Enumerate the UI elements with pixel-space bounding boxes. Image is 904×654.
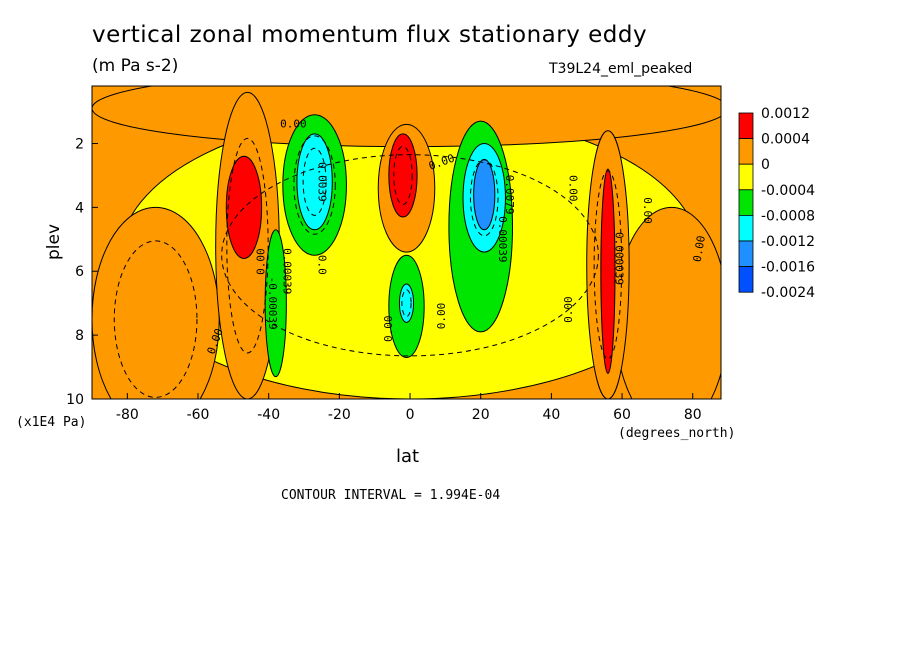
contour-label: 0.0039 xyxy=(316,162,329,202)
contour-label: 0.0079 xyxy=(503,175,516,215)
contour-label: 0.0 xyxy=(316,255,329,275)
contour-line xyxy=(226,137,269,354)
contour-label: 0.00 xyxy=(382,315,395,342)
colorbar-swatch xyxy=(738,138,754,165)
region-red-left xyxy=(225,155,263,259)
x-axis-unit: (degrees_north) xyxy=(618,426,736,441)
contour-line xyxy=(401,289,412,318)
colorbar-label: 0.0012 xyxy=(761,106,810,122)
chart-units: (m Pa s-2) xyxy=(92,56,179,76)
region-red-right xyxy=(600,168,616,374)
plot-frame xyxy=(91,85,722,400)
contour-label: 0.00 xyxy=(435,303,448,330)
x-axis-label: lat xyxy=(396,446,420,467)
colorbar-swatch xyxy=(738,240,754,268)
colorbar-label: -0.0004 xyxy=(761,183,815,199)
colorbar-label: -0.0012 xyxy=(761,234,815,250)
contour-line xyxy=(293,135,336,235)
contour-line xyxy=(113,240,198,398)
contour-line xyxy=(221,154,599,357)
contour-label: 0.00 xyxy=(280,117,307,130)
colorbar-swatch xyxy=(738,112,754,140)
colorbar-label: -0.0008 xyxy=(761,208,815,224)
y-tick-label: 6 xyxy=(75,264,84,280)
contour-label: 0.00 xyxy=(691,235,708,263)
colorbar-swatch xyxy=(738,189,754,216)
contour-line xyxy=(302,147,327,216)
contour-label: 0.00039 xyxy=(280,248,293,294)
colorbar-label: -0.0016 xyxy=(761,260,815,276)
contour-interval: CONTOUR INTERVAL = 1.994E-04 xyxy=(281,488,501,503)
y-tick-label: 10 xyxy=(66,392,84,408)
y-axis-unit: (x1E4 Pa) xyxy=(16,415,87,430)
x-tick-label: 40 xyxy=(542,407,560,423)
x-tick-label: 20 xyxy=(472,407,490,423)
colorbar-swatch xyxy=(738,163,754,191)
contour-line xyxy=(469,159,499,237)
contour-label: 0.00 xyxy=(255,248,268,275)
region-red-center xyxy=(388,133,418,218)
colorbar-label: -0.0024 xyxy=(761,285,815,301)
x-tick-label: -20 xyxy=(328,407,351,423)
region-orange-lower-right xyxy=(614,206,721,399)
region-cyan-left xyxy=(296,133,333,231)
x-tick-label: -60 xyxy=(187,407,210,423)
contour-label: 0.000039 xyxy=(613,232,626,285)
contour-label: 0.00 xyxy=(562,296,575,323)
x-tick-label: -80 xyxy=(116,407,139,423)
colorbar-label: 0 xyxy=(761,157,770,173)
y-tick-label: 2 xyxy=(75,136,84,152)
colorbar-swatch xyxy=(738,266,754,293)
region-blue-right xyxy=(473,158,496,231)
contour-label: 0.00 xyxy=(567,175,580,202)
dataset-label: T39L24_eml_peaked xyxy=(549,61,693,77)
contour-label: 0.00 xyxy=(641,197,654,224)
x-tick-label: -40 xyxy=(257,407,280,423)
y-axis-label: plev xyxy=(44,223,65,261)
y-tick-label: 4 xyxy=(75,200,84,216)
colorbar-swatch xyxy=(738,214,754,242)
y-tick-label: 8 xyxy=(75,328,84,344)
contour-label: 0.00039 xyxy=(496,216,509,262)
contour-label: -0.00039 xyxy=(266,277,279,330)
contour-line xyxy=(393,145,413,205)
colorbar-label: 0.0004 xyxy=(761,132,810,148)
chart-title: vertical zonal momentum flux stationary … xyxy=(92,22,648,48)
contour-line xyxy=(593,170,623,360)
x-tick-label: 0 xyxy=(406,407,415,423)
x-tick-label: 60 xyxy=(613,407,631,423)
x-tick-label: 80 xyxy=(684,407,702,423)
